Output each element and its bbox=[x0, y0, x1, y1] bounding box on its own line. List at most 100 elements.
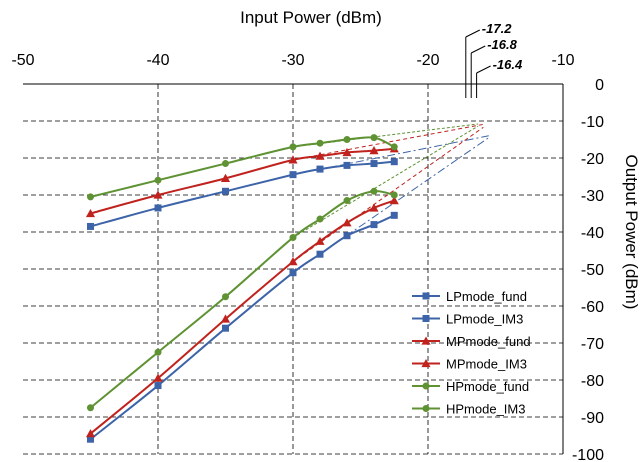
y-tick-label: -70 bbox=[581, 336, 604, 353]
data-point bbox=[288, 155, 298, 164]
extrapolation-line bbox=[292, 125, 479, 238]
data-point bbox=[390, 158, 398, 166]
legend-item[interactable]: MPmode_IM3 bbox=[412, 357, 527, 372]
data-point bbox=[343, 136, 351, 143]
data-point bbox=[85, 429, 96, 438]
series-MPmode_fund bbox=[85, 144, 399, 218]
data-point bbox=[316, 250, 324, 258]
legend-item[interactable]: MPmode_fund bbox=[412, 334, 531, 349]
y-axis-label: Output Power (dBm) bbox=[622, 155, 641, 310]
data-point bbox=[153, 373, 163, 382]
legend-label: LPmode_IM3 bbox=[446, 312, 523, 327]
data-point bbox=[222, 324, 229, 332]
annotation-label: -17.2 bbox=[482, 21, 512, 36]
data-point bbox=[289, 234, 297, 242]
series-MPmode_IM3 bbox=[85, 196, 399, 438]
series-LPmode_fund bbox=[87, 158, 398, 230]
data-point bbox=[390, 211, 398, 219]
x-tick-label: -20 bbox=[416, 52, 439, 69]
data-point bbox=[154, 204, 162, 212]
data-point bbox=[343, 197, 351, 205]
y-tick-label: -30 bbox=[581, 188, 604, 205]
data-point bbox=[87, 435, 94, 443]
data-point bbox=[222, 160, 229, 168]
grid bbox=[23, 84, 563, 455]
data-point bbox=[421, 336, 431, 345]
series-layer bbox=[85, 134, 399, 443]
data-point bbox=[154, 348, 162, 356]
data-point bbox=[222, 293, 229, 301]
x-tick-label: -30 bbox=[281, 52, 304, 69]
legend-label: LPmode_fund bbox=[446, 289, 527, 304]
data-point bbox=[87, 193, 94, 201]
data-point bbox=[369, 203, 379, 212]
y-tick-label: -100 bbox=[572, 447, 604, 462]
data-point bbox=[370, 160, 378, 168]
data-point bbox=[369, 146, 379, 155]
series-line bbox=[89, 214, 395, 440]
y-tick-label: -50 bbox=[581, 262, 604, 279]
series-LPmode_IM3 bbox=[87, 211, 398, 443]
data-point bbox=[370, 221, 378, 229]
annotations: -17.2-16.8 -16.4 bbox=[465, 21, 523, 98]
data-point bbox=[289, 269, 297, 277]
y-tick-label: -60 bbox=[581, 299, 604, 316]
y-tick-label: -10 bbox=[581, 114, 604, 131]
data-point bbox=[390, 143, 398, 151]
x-tick-label: -10 bbox=[551, 52, 574, 69]
data-point bbox=[370, 187, 378, 195]
legend-item[interactable]: LPmode_IM3 bbox=[412, 312, 523, 327]
x-tick-label: -50 bbox=[11, 52, 34, 69]
y-tick-label: -80 bbox=[581, 373, 604, 390]
y-tick-label: -90 bbox=[581, 410, 604, 427]
data-point bbox=[343, 161, 351, 169]
data-point bbox=[87, 222, 94, 230]
legend-label: MPmode_fund bbox=[446, 334, 531, 349]
legend-label: HPmode_IM3 bbox=[446, 402, 525, 417]
data-point bbox=[422, 405, 430, 412]
x-axis-label: Input Power (dBm) bbox=[240, 8, 382, 27]
data-point bbox=[421, 358, 431, 368]
data-point bbox=[87, 404, 94, 412]
data-point bbox=[316, 165, 324, 173]
legend-label: HPmode_fund bbox=[446, 379, 529, 394]
extrapolation-line bbox=[292, 126, 484, 263]
legend-item[interactable]: LPmode_fund bbox=[412, 289, 527, 304]
data-point bbox=[85, 208, 96, 218]
legend-item[interactable]: HPmode_IM3 bbox=[412, 402, 525, 417]
annotation-leader bbox=[465, 29, 481, 38]
legend[interactable]: LPmode_fund LPmode_IM3 MPmode_fund MPmode_I… bbox=[412, 289, 531, 417]
legend-label: MPmode_IM3 bbox=[446, 357, 527, 372]
data-point bbox=[222, 187, 229, 195]
data-point bbox=[220, 314, 231, 323]
series-line bbox=[90, 160, 395, 228]
series-HPmode_fund bbox=[87, 134, 398, 201]
data-point bbox=[342, 147, 352, 157]
annotation-label: -16.8 bbox=[487, 37, 517, 52]
data-point bbox=[153, 190, 163, 199]
annotation-leader bbox=[476, 65, 491, 74]
data-point bbox=[154, 176, 162, 184]
data-point bbox=[342, 218, 352, 227]
data-point bbox=[422, 382, 430, 390]
x-tick-label: -40 bbox=[146, 52, 169, 69]
data-point bbox=[154, 382, 162, 390]
data-point bbox=[288, 257, 298, 266]
data-point bbox=[343, 232, 351, 240]
y-tick-label: 0 bbox=[595, 77, 604, 94]
data-point bbox=[289, 171, 297, 179]
data-point bbox=[289, 143, 297, 151]
y-tick-label: -20 bbox=[581, 151, 604, 168]
data-point bbox=[422, 292, 430, 300]
annotation-leader bbox=[470, 45, 486, 54]
data-point bbox=[315, 151, 325, 160]
data-point bbox=[390, 191, 398, 199]
data-point bbox=[389, 196, 399, 205]
data-point bbox=[316, 215, 324, 223]
legend-item[interactable]: HPmode_fund bbox=[412, 379, 529, 394]
series-HPmode_IM3 bbox=[87, 187, 398, 412]
data-point bbox=[220, 173, 231, 182]
annotation-label: -16.4 bbox=[493, 57, 523, 72]
data-point bbox=[315, 236, 325, 245]
